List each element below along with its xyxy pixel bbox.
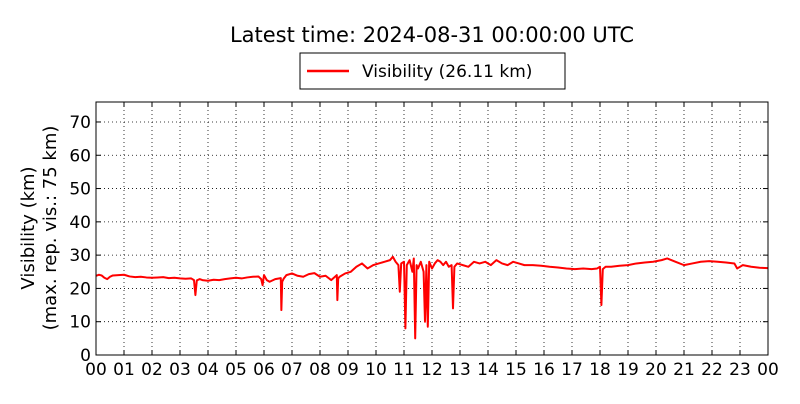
x-tick-label: 22 [701,360,723,380]
x-tick-label: 05 [225,360,247,380]
y-axis-label-line1: Visibility (km) [18,166,39,289]
x-tick-label: 20 [645,360,667,380]
ticks: 00 01 02 03 04 05 06 07 08 09 10 11 12 13 14 15 16 17 18 19… [69,102,779,380]
legend: Visibility (26.11 km) [299,52,566,90]
x-tick-label: 23 [729,360,751,380]
legend-label: Visibility (26.11 km) [362,62,532,82]
x-tick-label: 13 [449,360,471,380]
x-tick-label: 15 [505,360,527,380]
x-tick-label: 01 [113,360,135,380]
series-layer [95,255,769,340]
x-tick-label: 16 [533,360,555,380]
y-tick-label: 10 [69,313,91,333]
y-tick-label: 70 [69,113,91,133]
x-tick-label: 03 [169,360,191,380]
y-tick-label: 0 [80,346,91,366]
plot-frame [95,101,769,356]
visibility-series-line [95,255,769,340]
x-tick-label: 14 [477,360,499,380]
y-tick-label: 40 [69,213,91,233]
x-tick-label: 18 [589,360,611,380]
x-tick-label: 07 [281,360,303,380]
x-tick-label: 19 [617,360,639,380]
x-tick-label: 08 [309,360,331,380]
x-tick-label: 11 [393,360,415,380]
y-tick-label: 30 [69,246,91,266]
chart-title: Latest time: 2024-08-31 00:00:00 UTC [230,23,634,47]
x-tick-label: 09 [337,360,359,380]
x-tick-label: 12 [421,360,443,380]
y-tick-label: 60 [69,146,91,166]
x-tick-label: 17 [561,360,583,380]
x-tick-label: 10 [365,360,387,380]
y-tick-label: 50 [69,180,91,200]
y-tick-label: 20 [69,279,91,299]
x-tick-label: 02 [141,360,163,380]
y-axis-label-line2: (max. rep. vis.: 75 km) [40,126,61,331]
x-tick-label: 21 [673,360,695,380]
x-tick-label: 00 [85,360,107,380]
x-tick-label: 04 [197,360,219,380]
x-tick-label: 06 [253,360,275,380]
x-tick-label: 00 [757,360,779,380]
grid-lines [96,102,768,355]
